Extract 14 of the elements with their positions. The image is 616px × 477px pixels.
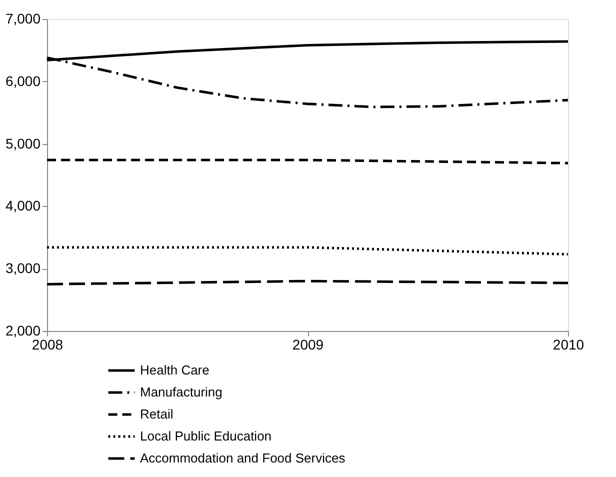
legend-label: Manufacturing: [140, 384, 222, 400]
legend-label: Local Public Education: [140, 428, 272, 444]
y-tick-label: 4,000: [5, 198, 41, 214]
y-tick-label: 3,000: [5, 260, 41, 276]
y-tick-label: 7,000: [5, 10, 41, 26]
y-tick-label: 5,000: [5, 135, 41, 152]
x-tick-label: 2010: [552, 336, 584, 352]
y-tick-label: 6,000: [5, 72, 41, 89]
x-tick-label: 2009: [292, 336, 324, 352]
legend-label: Retail: [140, 406, 174, 422]
legend-label: Accommodation and Food Services: [140, 450, 346, 466]
y-tick-label: 2,000: [5, 322, 41, 338]
x-tick-label: 2008: [32, 336, 64, 352]
legend-label: Health Care: [140, 362, 210, 378]
